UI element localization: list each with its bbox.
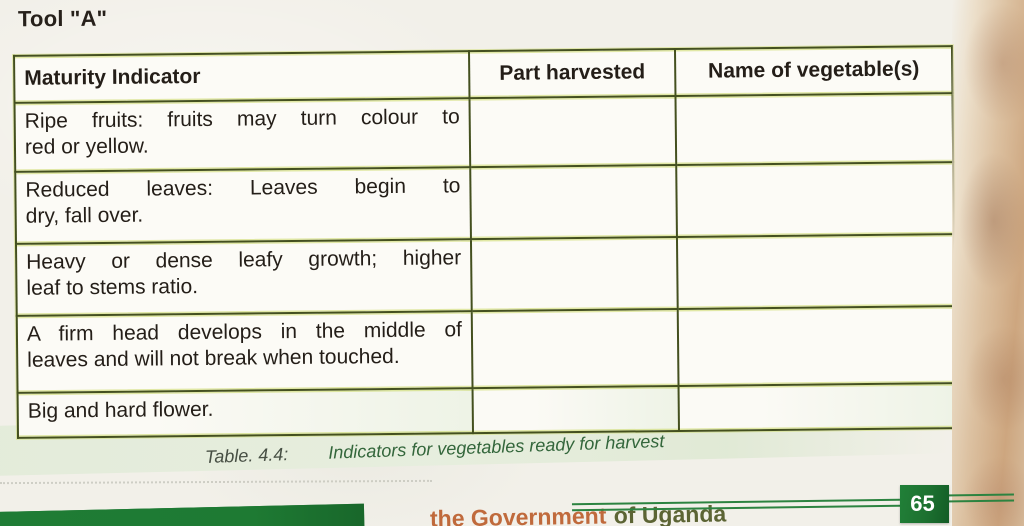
cell-line: Ripe fruits: fruits may turn colour to: [24, 105, 460, 133]
col-header-name-of-vegetables: Name of vegetable(s): [674, 46, 953, 96]
table-row: Heavy or dense leafy growth; higher leaf…: [15, 234, 955, 316]
maturity-indicator-cell: Big and hard flower.: [28, 394, 463, 425]
vegetable-name-cell-empty: [677, 306, 956, 386]
part-harvested-cell-empty: [470, 164, 677, 240]
page-title: Tool "A": [17, 5, 108, 32]
maturity-indicator-cell: Heavy or dense leafy growth; higher leaf…: [26, 245, 462, 302]
table-row: Ripe fruits: fruits may turn colour to r…: [14, 93, 954, 172]
footer-rule-right: [943, 493, 1015, 503]
cell-line: red or yellow.: [24, 134, 149, 159]
cell-line: dry, fall over.: [25, 203, 144, 228]
cell-line: Heavy or dense leafy growth; higher: [26, 246, 462, 274]
footer-green-bar: [0, 503, 365, 526]
vegetable-name-cell-empty: [676, 162, 954, 237]
scan-shadow-line: [0, 479, 433, 485]
cell-line: leaves and will not break when touched.: [27, 344, 400, 372]
part-harvested-cell-empty: [472, 385, 679, 434]
maturity-indicator-cell: Reduced leaves: Leaves begin to dry, fal…: [25, 173, 461, 230]
footer-rule-left: [571, 498, 901, 512]
cell-line: Reduced leaves: Leaves begin to: [25, 174, 461, 202]
vegetable-name-cell-empty: [678, 383, 956, 431]
caption-label: Table. 4.4:: [204, 444, 289, 467]
vegetable-name-cell-empty: [675, 93, 954, 165]
page-number-badge: 65: [900, 485, 949, 523]
table-row: Big and hard flower.: [17, 383, 956, 438]
book-edge-texture: [952, 0, 1024, 526]
maturity-indicator-cell: A firm head develops in the middle of le…: [27, 317, 463, 374]
maturity-indicators-table: Maturity Indicator Part harvested Name o…: [13, 45, 957, 439]
col-header-part-harvested: Part harvested: [469, 48, 676, 99]
page-number: 65: [910, 491, 935, 516]
maturity-indicator-cell: Ripe fruits: fruits may turn colour to r…: [25, 104, 461, 161]
part-harvested-cell-empty: [471, 308, 679, 389]
part-harvested-cell-empty: [469, 95, 677, 168]
part-harvested-cell-empty: [470, 236, 678, 312]
table-row: A firm head develops in the middle of le…: [16, 306, 956, 393]
table-row: Reduced leaves: Leaves begin to dry, fal…: [15, 162, 954, 244]
cell-line: Big and hard flower.: [27, 397, 214, 423]
col-header-maturity-indicator: Maturity Indicator: [14, 51, 470, 103]
vegetable-name-cell-empty: [676, 234, 955, 309]
cell-line: leaf to stems ratio.: [26, 275, 199, 300]
